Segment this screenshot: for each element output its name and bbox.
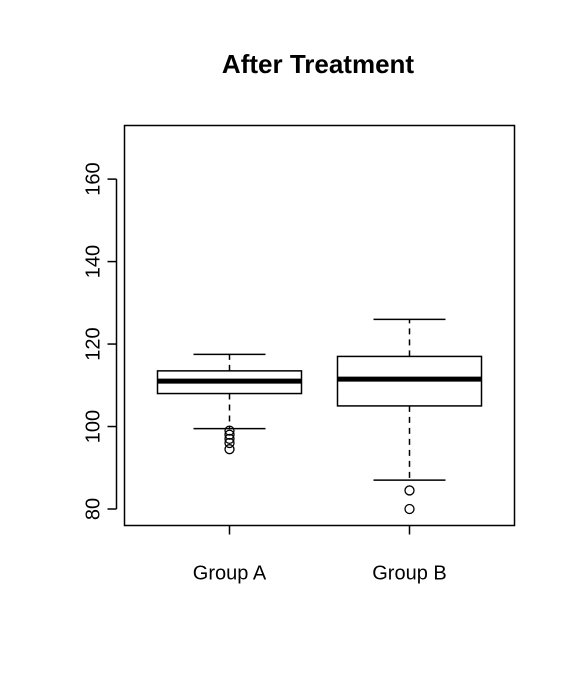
plot-frame: [123, 124, 516, 527]
outlier-point: [224, 425, 235, 436]
x-axis: Group A Group B: [193, 525, 447, 585]
y-tick-label: 80: [83, 498, 105, 520]
outlier-point: [224, 444, 235, 455]
y-tick-label: 120: [83, 327, 105, 360]
chart-title: After Treatment: [222, 49, 414, 79]
y-tick-label: 140: [83, 245, 105, 278]
outlier-point: [404, 503, 415, 515]
x-tick-label: Group B: [372, 563, 446, 585]
box-group-a: [156, 353, 303, 455]
outlier-point: [224, 437, 235, 449]
boxplot-series: [156, 318, 483, 515]
y-axis: 80 100 120 140 160: [83, 162, 118, 520]
outlier-point: [224, 433, 235, 445]
y-tick-label: 100: [83, 410, 105, 443]
y-tick-label: 160: [83, 162, 105, 195]
outlier-point: [404, 485, 415, 496]
box-group-b: [336, 318, 483, 515]
x-tick-label: Group A: [193, 563, 267, 585]
outlier-point: [224, 429, 235, 440]
